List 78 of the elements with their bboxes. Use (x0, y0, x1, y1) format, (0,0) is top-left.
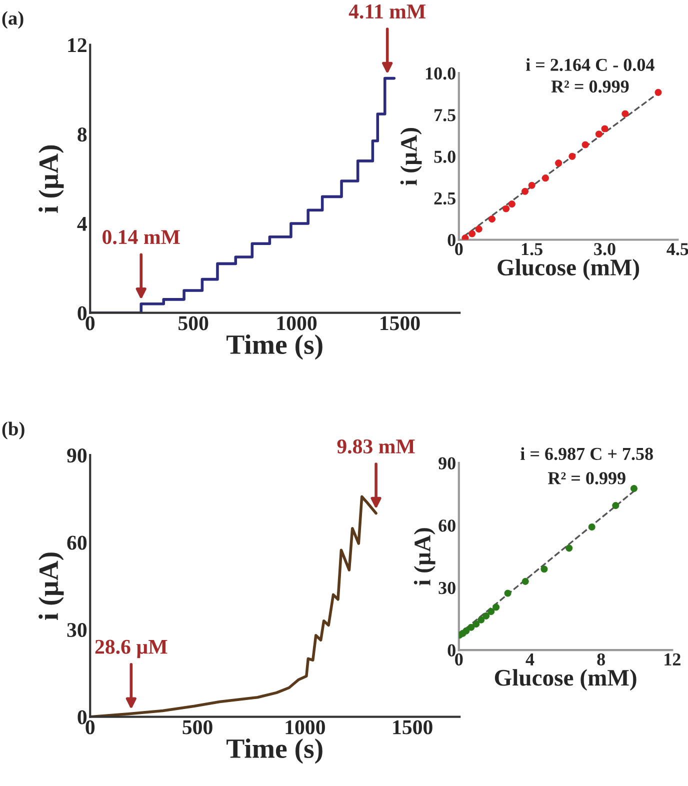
x-tick-label: 500 (178, 316, 208, 330)
chart-title: (b) (2, 422, 24, 440)
annotation: 28.6 µM (95, 640, 168, 658)
x-tick-label: 1500 (393, 720, 432, 734)
y-tick-label: 30 (438, 582, 456, 594)
y-tick-label: 5.0 (434, 150, 456, 163)
point (462, 234, 469, 240)
y-axis-title: i (µA) (414, 528, 436, 586)
point (630, 485, 638, 492)
y-tick-label: 7.5 (434, 109, 456, 122)
x-tick-label: 1.5 (522, 243, 542, 256)
y-tick-label: 0 (78, 306, 87, 320)
point (622, 110, 629, 118)
point (528, 182, 536, 189)
y-axis-title: i (µA) (38, 145, 64, 213)
annotation: 0.14 mM (102, 230, 180, 244)
annotation: 9.83 mM (337, 439, 415, 454)
y-axis-title: i (µA) (38, 552, 64, 620)
y-tick-label: 2.5 (434, 192, 456, 205)
x-tick-label: 3.0 (594, 243, 616, 256)
y-tick-label: 4 (77, 217, 87, 231)
x-tick-label: 1500 (380, 316, 420, 330)
point (488, 216, 496, 223)
y-tick-label: 90 (438, 457, 456, 470)
x-tick-label: 12 (664, 653, 680, 666)
x-axis-title: Time (s) (226, 334, 322, 360)
point (492, 604, 500, 611)
chart-title: (a) (2, 11, 24, 29)
x-tick-label: 500 (182, 720, 212, 734)
point (468, 624, 475, 631)
line-series (90, 495, 378, 717)
point (588, 523, 596, 530)
point (612, 502, 620, 510)
y-tick-label: 8 (78, 128, 87, 142)
y-tick-label: 30 (67, 622, 87, 638)
point (566, 544, 573, 552)
point (595, 130, 602, 138)
text: i = 2.164 C - 0.04 (526, 58, 654, 72)
point (522, 578, 529, 585)
point (542, 174, 549, 182)
point (582, 141, 589, 148)
point (522, 188, 529, 195)
annotation: R² = 0.999 (551, 80, 629, 93)
point (568, 152, 576, 160)
y-tick-label: 60 (438, 520, 456, 532)
y-axis-title: i (µA) (400, 128, 422, 186)
y-tick-label: 90 (67, 448, 87, 463)
point (540, 566, 548, 573)
point (468, 230, 476, 238)
point (502, 205, 510, 212)
annotation: 4.11 mM (348, 4, 426, 19)
point (555, 160, 562, 167)
x-tick-label: 4.5 (666, 243, 688, 256)
y-tick-label: 60 (67, 536, 87, 550)
y-tick-label: 10.0 (426, 67, 456, 80)
y-tick-label: 0 (78, 710, 87, 724)
point (508, 200, 516, 208)
x-tick-label: 8 (597, 653, 605, 666)
point (482, 612, 490, 620)
point (488, 608, 495, 616)
x-tick-label: 1000 (277, 316, 317, 330)
x-tick-label: 4 (526, 653, 534, 666)
x-tick-label: 1000 (286, 720, 325, 734)
point (472, 620, 480, 628)
annotation: R² = 0.999 (548, 472, 626, 484)
point (462, 627, 470, 634)
x-axis-title: Glucose (mM) (494, 669, 636, 691)
x-axis-title: Glucose (mM) (498, 258, 640, 280)
point (504, 590, 512, 597)
y-tick-label: 0 (448, 234, 456, 246)
y-tick-label: 0 (448, 644, 456, 656)
text: i = 6.987 C + 7.58 (520, 447, 653, 460)
point (478, 616, 485, 624)
point (475, 226, 482, 233)
y-tick-label: 12 (68, 38, 86, 52)
point (601, 125, 608, 132)
x-axis-title: Time (s) (226, 738, 322, 764)
point (654, 88, 662, 96)
